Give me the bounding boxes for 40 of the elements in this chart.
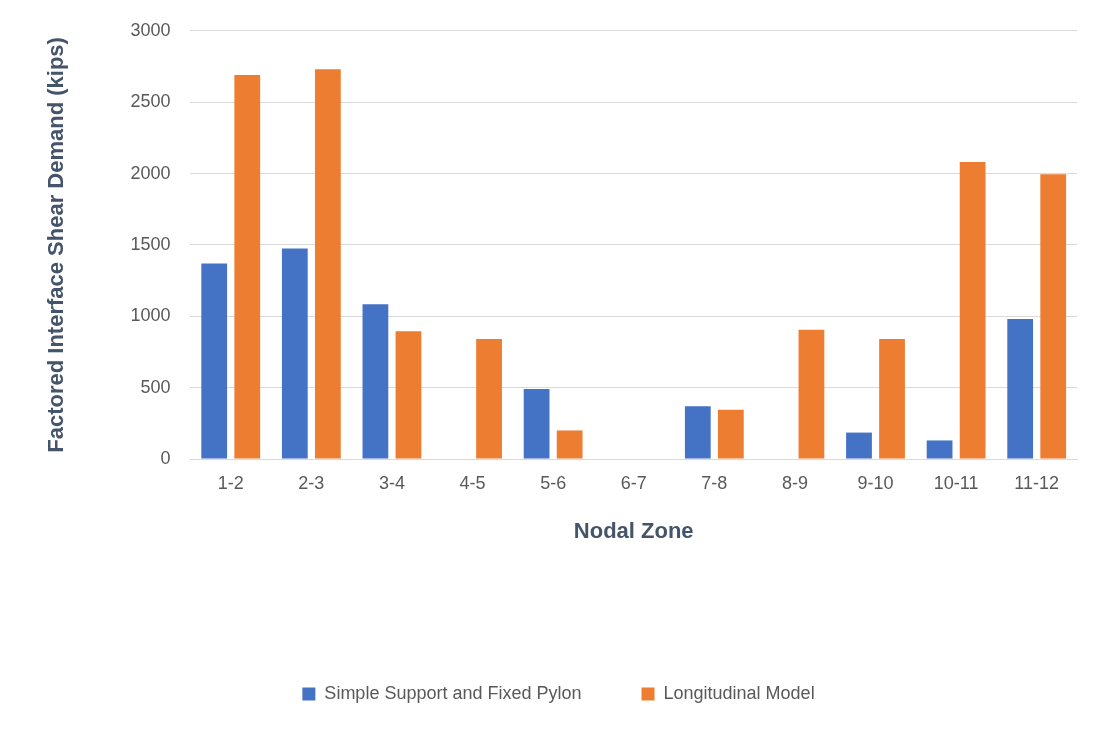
x-tick-label: 8-9 [781, 472, 808, 493]
x-tick-label: 7-8 [701, 472, 728, 493]
y-tick-label: 500 [140, 376, 171, 397]
bar [523, 389, 550, 459]
bar [395, 331, 422, 459]
legend-label: Simple Support and Fixed Pylon [324, 682, 582, 703]
bar [1040, 174, 1067, 459]
bar [476, 339, 502, 459]
bar [234, 75, 261, 459]
y-tick-label: 0 [160, 447, 171, 468]
x-tick-label: 5-6 [540, 472, 567, 493]
bar [959, 162, 986, 459]
bar [798, 329, 825, 459]
bar [362, 304, 389, 459]
x-tick-label: 1-2 [217, 472, 244, 493]
bar [717, 409, 744, 459]
x-axis-title: Nodal Zone [573, 517, 694, 543]
bar [846, 432, 872, 459]
x-tick-label: 10-11 [933, 472, 979, 493]
bar [314, 69, 341, 459]
bar [201, 263, 228, 459]
bar [1007, 319, 1034, 459]
legend-label: Longitudinal Model [663, 682, 815, 703]
x-tick-label: 9-10 [857, 472, 894, 493]
y-axis-title: Factored Interface Shear Demand (kips) [43, 37, 69, 453]
y-tick-label: 2500 [130, 91, 171, 112]
y-tick-label: 1500 [130, 233, 171, 254]
y-tick-label: 2000 [130, 162, 171, 183]
y-tick-label: 3000 [130, 19, 171, 40]
x-tick-label: 4-5 [459, 472, 486, 493]
x-tick-label: 6-7 [620, 472, 647, 493]
x-tick-label: 2-3 [298, 472, 325, 493]
bar [926, 440, 953, 459]
bar [281, 248, 308, 459]
bar [556, 430, 583, 459]
y-tick-label: 1000 [130, 305, 171, 326]
x-tick-label: 3-4 [378, 472, 405, 493]
x-tick-label: 11-12 [1014, 472, 1060, 493]
bar [684, 406, 711, 459]
bar [879, 339, 905, 459]
